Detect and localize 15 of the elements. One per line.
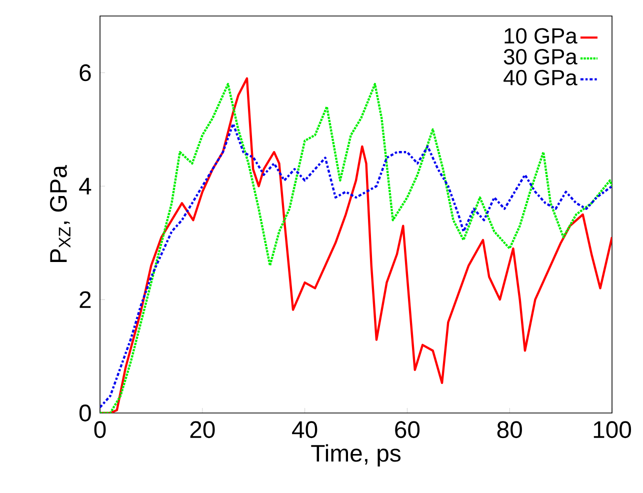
- x-tick-label: 0: [94, 421, 106, 438]
- y-tick-label: 4: [79, 178, 92, 194]
- x-tick-label: 20: [190, 421, 215, 438]
- x-tick-label: 60: [395, 421, 420, 438]
- y-tick-label: 2: [80, 291, 91, 308]
- legend-label: 10 GPa: [504, 28, 578, 44]
- x-tick-label: 80: [497, 421, 522, 438]
- y-axis-title: P$_{XZ}$, GPa: [50, 165, 70, 262]
- legend-label: 40 GPa: [504, 70, 578, 86]
- x-tick-label: 100: [594, 421, 632, 438]
- y-tick-label: 0: [79, 404, 91, 422]
- x-tick-label: 40: [292, 421, 318, 438]
- legend-label: 30 GPa: [504, 48, 578, 65]
- y-tick-label: 6: [80, 64, 91, 82]
- x-axis-title: Time, ps: [311, 444, 401, 467]
